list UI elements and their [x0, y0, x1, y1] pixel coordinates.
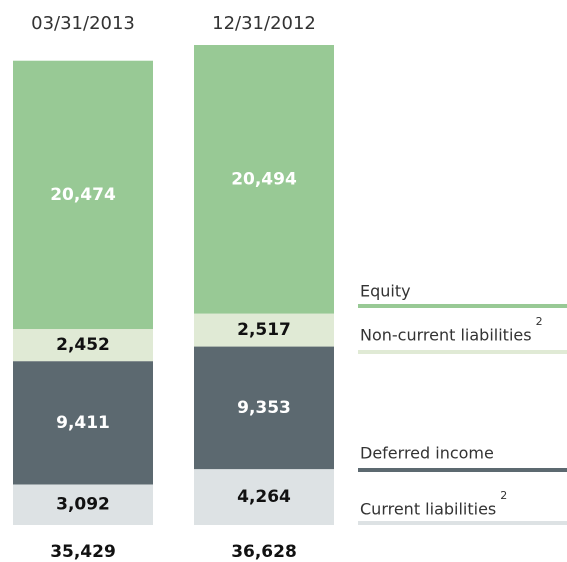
category-label: 12/31/2012 [212, 13, 316, 34]
legend-line [358, 350, 567, 354]
legend-line [358, 304, 567, 308]
legend-line [358, 521, 567, 525]
total-label: 36,628 [231, 542, 297, 562]
value-label: 20,494 [231, 169, 297, 189]
legend-footnote: 2 [500, 489, 507, 502]
legend-line [358, 468, 567, 472]
legend-footnote: 2 [536, 315, 543, 328]
legend-label: Deferred income [360, 444, 494, 463]
value-label: 2,517 [237, 320, 291, 340]
bar-segment [194, 346, 334, 470]
value-label: 2,452 [56, 335, 110, 355]
bar-segment [13, 484, 153, 525]
legend-label: Equity [360, 282, 411, 301]
bar-segment [194, 45, 334, 314]
value-label: 9,353 [237, 398, 291, 418]
category-label: 03/31/2013 [31, 13, 135, 34]
bar-segment [13, 329, 153, 362]
value-label: 3,092 [56, 495, 110, 515]
bar-segment [194, 313, 334, 347]
bar-segment [13, 361, 153, 485]
value-label: 20,474 [50, 185, 116, 205]
legend-label: Non-current liabilities [360, 326, 532, 345]
value-label: 9,411 [56, 413, 110, 433]
value-label: 4,264 [237, 487, 291, 507]
legend-label: Current liabilities [360, 500, 496, 519]
bar-segment [13, 60, 153, 330]
total-label: 35,429 [50, 542, 116, 562]
bar-segment [194, 469, 334, 525]
